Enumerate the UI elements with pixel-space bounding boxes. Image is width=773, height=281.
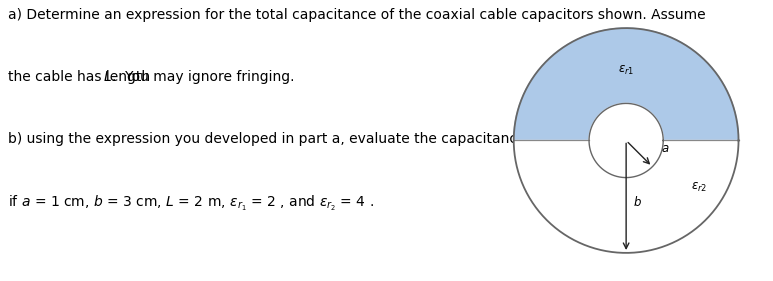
Text: $\varepsilon_{r1}$: $\varepsilon_{r1}$ bbox=[618, 64, 634, 77]
Text: a) Determine an expression for the total capacitance of the coaxial cable capaci: a) Determine an expression for the total… bbox=[8, 8, 705, 22]
Text: $L$: $L$ bbox=[103, 70, 111, 84]
Polygon shape bbox=[589, 103, 663, 178]
Polygon shape bbox=[514, 140, 738, 253]
Text: if $a$ = 1 cm, $b$ = 3 cm, $L$ = 2 m, $\varepsilon_{r_1}$ = 2 , and $\varepsilon: if $a$ = 1 cm, $b$ = 3 cm, $L$ = 2 m, $\… bbox=[8, 194, 374, 213]
Polygon shape bbox=[514, 28, 738, 140]
Text: $\varepsilon_{r2}$: $\varepsilon_{r2}$ bbox=[691, 181, 707, 194]
Text: the cable has length: the cable has length bbox=[8, 70, 155, 84]
Text: b) using the expression you developed in part a, evaluate the capacitance: b) using the expression you developed in… bbox=[8, 132, 525, 146]
Text: $b$: $b$ bbox=[633, 195, 642, 209]
Text: .  You may ignore fringing.: . You may ignore fringing. bbox=[112, 70, 295, 84]
Text: $a$: $a$ bbox=[662, 142, 669, 155]
